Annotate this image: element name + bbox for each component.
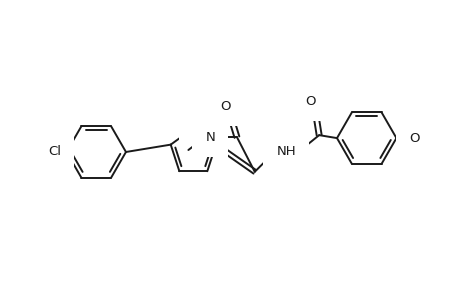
- Text: NH: NH: [276, 146, 296, 158]
- Text: Cl: Cl: [48, 146, 61, 158]
- Text: N: N: [205, 130, 215, 144]
- Text: O: O: [219, 100, 230, 113]
- Text: O: O: [304, 95, 315, 108]
- Text: O: O: [192, 116, 202, 129]
- Text: O: O: [408, 132, 419, 145]
